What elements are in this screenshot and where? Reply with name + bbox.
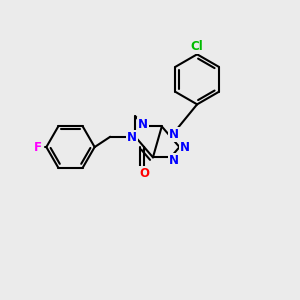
Text: N: N [127, 131, 137, 144]
Text: F: F [34, 141, 42, 154]
Text: Cl: Cl [191, 40, 203, 52]
Text: N: N [180, 141, 190, 154]
Text: N: N [169, 128, 178, 141]
Text: N: N [138, 118, 148, 131]
Text: N: N [169, 154, 178, 167]
Text: O: O [139, 167, 149, 180]
